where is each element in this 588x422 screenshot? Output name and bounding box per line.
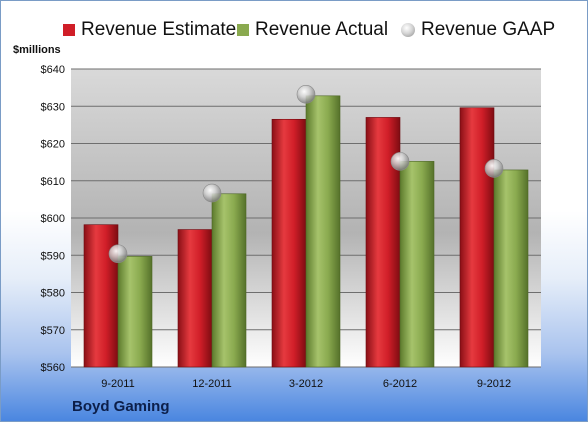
y-tick-label: $630	[41, 101, 65, 113]
gaap-marker	[202, 183, 222, 203]
y-tick-label: $580	[41, 288, 65, 300]
bars	[83, 95, 529, 368]
legend-label-estimate: Revenue Estimate	[81, 19, 237, 40]
y-axis-unit-label: $millions	[13, 44, 61, 56]
x-tick-labels: 9-2011 12-2011 3-2012 6-2012 9-2012	[101, 378, 511, 390]
actual-bar	[493, 169, 529, 368]
legend-swatch-estimate	[63, 24, 75, 36]
estimate-bar	[177, 229, 213, 368]
gaap-marker	[390, 152, 410, 171]
estimate-bar	[459, 107, 495, 368]
legend-item-gaap: Revenue GAAP	[401, 15, 555, 45]
estimate-bar	[271, 118, 307, 368]
gaap-markers	[108, 85, 504, 264]
gaap-marker	[296, 85, 316, 104]
x-tick-label: 6-2012	[383, 378, 417, 390]
gaap-marker	[484, 159, 504, 178]
actual-bar	[117, 256, 153, 368]
y-tick-labels: $560 $570 $580 $590 $600 $610 $620 $630 $640	[41, 64, 65, 374]
actual-bar	[211, 193, 247, 368]
x-tick-label: 9-2011	[101, 378, 134, 390]
y-tick-label: $640	[41, 64, 65, 76]
legend-label-gaap: Revenue GAAP	[421, 19, 556, 40]
legend-marker-gaap	[401, 23, 415, 37]
actual-bar	[305, 95, 341, 368]
y-tick-label: $570	[41, 325, 65, 337]
company-name: Boyd Gaming	[72, 398, 170, 415]
legend: Revenue Estimate Revenue Actual Revenue …	[1, 15, 587, 45]
legend-item-estimate: Revenue Estimate	[63, 15, 236, 45]
y-tick-label: $610	[41, 176, 65, 188]
x-tick-label: 3-2012	[289, 378, 323, 390]
x-tick-label: 9-2012	[477, 378, 511, 390]
y-tick-label: $600	[41, 213, 65, 225]
legend-item-actual: Revenue Actual	[237, 15, 388, 45]
y-tick-label: $560	[41, 362, 65, 374]
y-tick-label: $590	[41, 250, 65, 262]
gaap-marker	[108, 244, 128, 264]
y-tick-label: $620	[41, 139, 65, 151]
x-tick-label: 12-2011	[192, 378, 232, 390]
legend-swatch-actual	[237, 24, 249, 36]
actual-bar	[399, 161, 435, 368]
legend-label-actual: Revenue Actual	[255, 19, 389, 40]
